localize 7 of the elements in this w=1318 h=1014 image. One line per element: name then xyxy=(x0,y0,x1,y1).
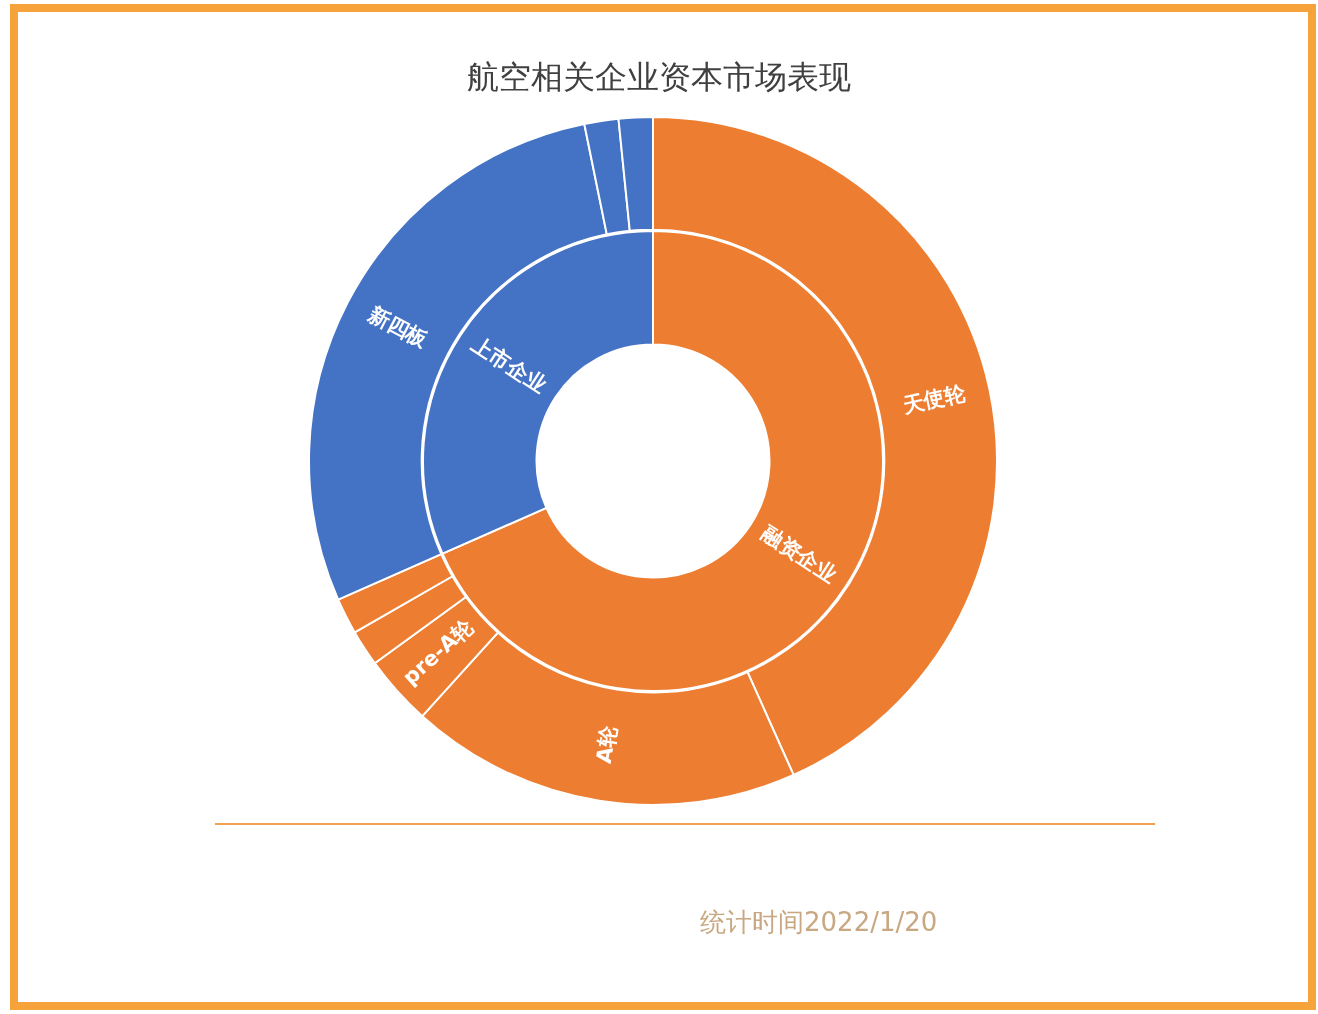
slice-label: A轮 xyxy=(591,723,622,766)
slice-label: 上市企业 xyxy=(466,331,551,399)
chart-title: 航空相关企业资本市场表现 xyxy=(466,57,852,98)
slice-label: 天使轮 xyxy=(899,380,969,418)
text: 统计时间2022/1/20 xyxy=(700,906,939,939)
slice-label: 新四板 xyxy=(363,301,433,354)
slice-label: 融资企业 xyxy=(757,521,841,588)
